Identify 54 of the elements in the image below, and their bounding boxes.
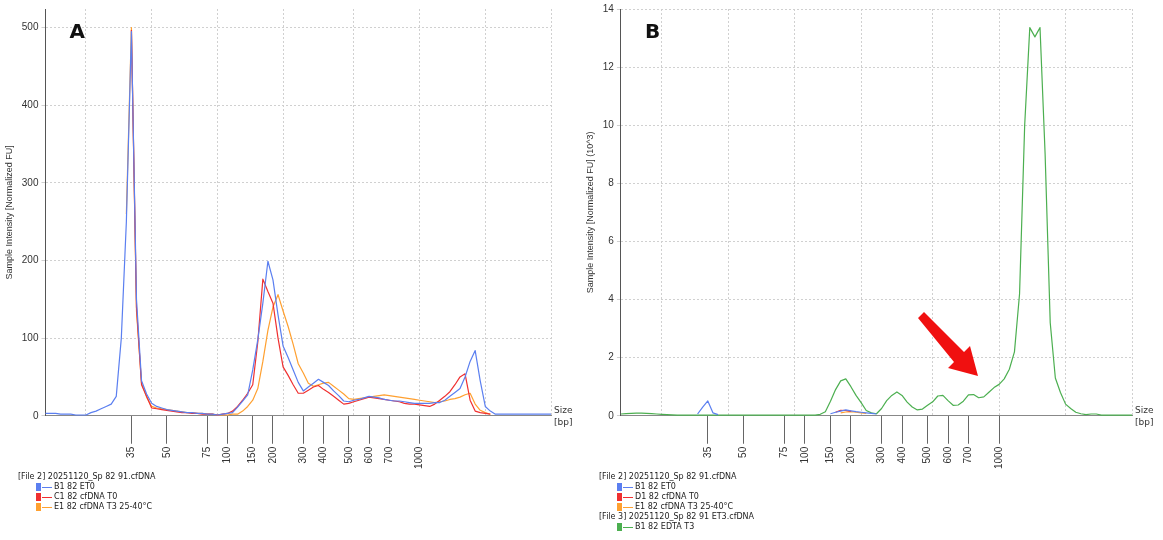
x-tick-label: 600 — [362, 446, 374, 464]
x-tick-label: 150 — [246, 446, 258, 464]
y-tick-label: 500 — [21, 21, 39, 33]
y-tick-label: 400 — [21, 99, 39, 110]
x-tick-label: 400 — [317, 446, 329, 464]
x-tick-label: 500 — [342, 446, 354, 464]
y-tick-label: 2 — [608, 351, 615, 363]
y-tick-label: 0 — [32, 409, 39, 421]
y-tick-label: 8 — [608, 177, 615, 189]
x-tick-label: 500 — [921, 446, 933, 464]
x-axis-title: Size [bp] — [1135, 404, 1154, 427]
y-tick-label: 6 — [608, 235, 615, 247]
text: A — [69, 19, 86, 44]
x-tick-label: 150 — [824, 446, 836, 464]
x-tick-label: 35 — [701, 446, 713, 458]
x-tick-label: 700 — [962, 446, 974, 464]
y-tick-label: 4 — [608, 293, 615, 305]
y-axis-title: Sample Intensity [Normalized FU] — [3, 145, 14, 280]
legend-label: B1 82 ET0 — [54, 482, 95, 492]
legend-label: C1 82 cfDNA T0 — [54, 492, 118, 502]
legend-title: [File 2] 20251120_Sp 82 91.cfDNA — [18, 472, 157, 482]
x-tick-label: 1000 — [992, 446, 1004, 469]
legend-label: D1 82 cfDNA T0 — [635, 492, 699, 502]
legend-label: E1 82 cfDNA T3 25-40°C — [635, 502, 734, 512]
x-tick-label: 700 — [382, 446, 394, 464]
x-tick-label: 200 — [266, 446, 278, 464]
x-tick-label: 200 — [844, 446, 856, 464]
y-tick-label: 12 — [602, 60, 615, 72]
x-tick-label: 600 — [941, 446, 953, 464]
x-tick-label: 100 — [798, 446, 810, 464]
y-tick-label: 14 — [602, 2, 615, 14]
x-tick-label: 35 — [125, 446, 137, 458]
x-axis-title: Size [bp] — [554, 404, 573, 427]
legend-title: [File 2] 20251120_Sp 82 91.cfDNA — [599, 472, 738, 482]
x-tick-label: 1000 — [413, 446, 425, 469]
y-tick-label: 300 — [21, 176, 39, 188]
y-tick-label: 10 — [602, 118, 615, 130]
x-tick-label: 300 — [297, 446, 309, 464]
legend-label: B1 82 ET0 — [635, 482, 676, 492]
x-tick-label: 75 — [778, 446, 790, 458]
y-tick-label: 0 — [608, 409, 615, 421]
y-axis-title: Sample Intensity [Normalized FU] (10^3) — [584, 131, 595, 294]
x-tick-label: 75 — [201, 446, 212, 458]
x-tick-label: 400 — [895, 446, 907, 464]
text: [File 3] 20251120_Sp 82 91 ET3.cfDNA — [599, 512, 756, 522]
y-tick-label: 200 — [21, 254, 39, 266]
text: B — [644, 19, 661, 44]
y-tick-label: 100 — [21, 331, 39, 343]
legend-label: B1 82 EDTA T3 — [635, 522, 695, 532]
x-tick-label: 300 — [875, 446, 887, 464]
x-tick-label: 50 — [737, 446, 749, 458]
legend-label: E1 82 cfDNA T3 25-40°C — [54, 502, 153, 512]
x-tick-label: 100 — [221, 446, 233, 464]
x-tick-label: 50 — [160, 446, 172, 458]
